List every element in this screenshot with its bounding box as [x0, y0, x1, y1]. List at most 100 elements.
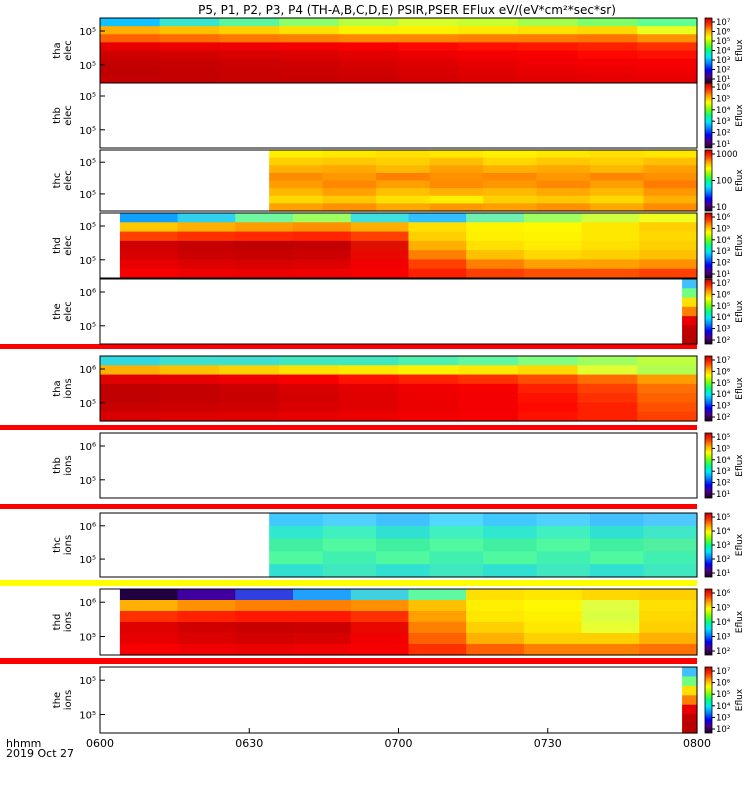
- spectrogram-cell: [376, 172, 431, 182]
- y-tick-label: 10⁵: [79, 27, 96, 38]
- panel-thc-elec: 10⁵ 10⁵ thc elec 1000 100 10 Eflux: [52, 149, 745, 213]
- spectrogram-cell: [398, 18, 459, 27]
- spectrogram-cell: [577, 365, 638, 376]
- colorbar: [704, 212, 713, 279]
- colorbar-label: Eflux: [735, 234, 745, 257]
- spectrogram-cell: [517, 411, 579, 422]
- spectrogram-cell: [577, 374, 638, 385]
- spectrogram-cell: [279, 383, 340, 394]
- panel-probe-label: the: [52, 303, 63, 319]
- panel-probe-label: tha: [52, 380, 63, 396]
- y-tick-label: 10⁶: [79, 442, 96, 453]
- spectrogram-cell: [338, 42, 400, 52]
- spectrogram-cell: [577, 18, 638, 27]
- spectrogram-cell: [322, 538, 377, 552]
- spectrogram-cell: [429, 564, 484, 578]
- panel-species-label: elec: [63, 235, 74, 256]
- spectrogram-cell: [536, 513, 591, 527]
- spectrogram-cell: [637, 374, 698, 385]
- y-tick-label: 10⁶: [79, 365, 96, 376]
- spectrogram-cell: [350, 600, 410, 612]
- spectrogram-cell: [235, 644, 294, 656]
- colorbar-tick-label: 10⁶: [716, 367, 731, 377]
- spectrogram-cell: [376, 525, 431, 540]
- spectrogram-cell: [322, 564, 377, 578]
- spectrogram-cell: [639, 600, 698, 612]
- spectrogram-cell: [219, 18, 280, 27]
- spectrogram-cell: [483, 551, 538, 565]
- panel-probe-label: thc: [52, 537, 63, 553]
- y-tick-label: 10⁵: [79, 222, 96, 233]
- panel-species-label: elec: [63, 40, 74, 61]
- spectrogram-cell: [322, 188, 377, 197]
- spectrogram-cell: [637, 58, 698, 68]
- x-axis-label-line2: 2019 Oct 27: [6, 747, 74, 760]
- spectrogram-cell: [322, 172, 377, 182]
- spectrogram-cell: [458, 50, 519, 60]
- spectrogram-cell: [590, 564, 645, 578]
- panel-species-label: elec: [63, 301, 74, 322]
- spectrogram-cell: [458, 66, 519, 76]
- spectrogram-cell: [159, 393, 220, 404]
- spectrogram-cell: [159, 26, 220, 35]
- spectrogram-cell: [338, 356, 400, 366]
- spectrogram-cell: [637, 356, 698, 366]
- spectrogram-cell: [235, 600, 294, 612]
- spectrogram-cell: [119, 240, 179, 251]
- spectrogram-cell: [577, 411, 638, 422]
- spectrogram-cell: [159, 66, 220, 76]
- colorbar-tick-label: 10⁷: [716, 18, 731, 28]
- spectrogram-cell: [235, 231, 294, 242]
- spectrogram-cell: [536, 564, 591, 578]
- colorbar-tick-label: 10³: [716, 713, 730, 723]
- spectrogram-cell: [517, 383, 579, 394]
- spectrogram-cell: [338, 383, 400, 394]
- spectrogram-cell: [219, 393, 280, 404]
- spectrogram-cell: [483, 513, 538, 527]
- spectrogram-cell: [100, 365, 161, 376]
- spectrogram-cell: [517, 50, 579, 60]
- spectrogram-cell: [350, 644, 410, 656]
- spectrogram-cell: [269, 157, 324, 166]
- spectrogram-cell: [643, 203, 698, 212]
- spectrogram-cell: [429, 150, 484, 159]
- spectrogram-cell: [159, 402, 220, 413]
- spectrogram-cell: [159, 365, 220, 376]
- colorbar: [704, 278, 713, 345]
- spectrogram-cell: [466, 259, 525, 270]
- spectrogram-cell: [398, 50, 459, 60]
- spectrogram-cell: [350, 213, 410, 223]
- spectrogram-cell: [293, 633, 352, 645]
- spectrogram-cell: [408, 268, 467, 279]
- panel-background: [100, 83, 697, 148]
- fill-band: [0, 344, 697, 349]
- spectrogram-cell: [643, 157, 698, 166]
- spectrogram-cell: [639, 222, 698, 233]
- colorbar-tick-label: 10⁴: [716, 390, 731, 400]
- spectrogram-cell: [177, 259, 236, 270]
- spectrogram-cell: [376, 195, 431, 204]
- colorbar-tick-label: 10⁴: [716, 618, 731, 628]
- spectrogram-cell: [590, 150, 645, 159]
- spectrogram-cell: [376, 513, 431, 527]
- spectrogram-cell: [637, 383, 698, 394]
- spectrogram-cell: [293, 644, 352, 656]
- spectrogram-cell: [523, 222, 583, 233]
- spectrogram-cell: [637, 26, 698, 35]
- spectrogram-cell: [338, 402, 400, 413]
- colorbar-tick-label: 10²: [716, 259, 730, 269]
- spectrogram-cell: [322, 157, 377, 166]
- spectrogram-cell: [350, 589, 410, 601]
- colorbar-tick-label: 10³: [716, 56, 730, 66]
- y-tick-label: 10⁵: [79, 61, 96, 72]
- spectrogram-cell: [279, 66, 340, 76]
- y-tick-label: 10⁶: [79, 288, 96, 299]
- spectrogram-cell: [536, 150, 591, 159]
- colorbar-tick-label: 10²: [716, 725, 730, 735]
- colorbar-tick-label: 10⁴: [716, 236, 731, 246]
- spectrogram-cell: [483, 180, 538, 189]
- spectrogram-cell: [350, 633, 410, 645]
- spectrogram-cell: [269, 513, 324, 527]
